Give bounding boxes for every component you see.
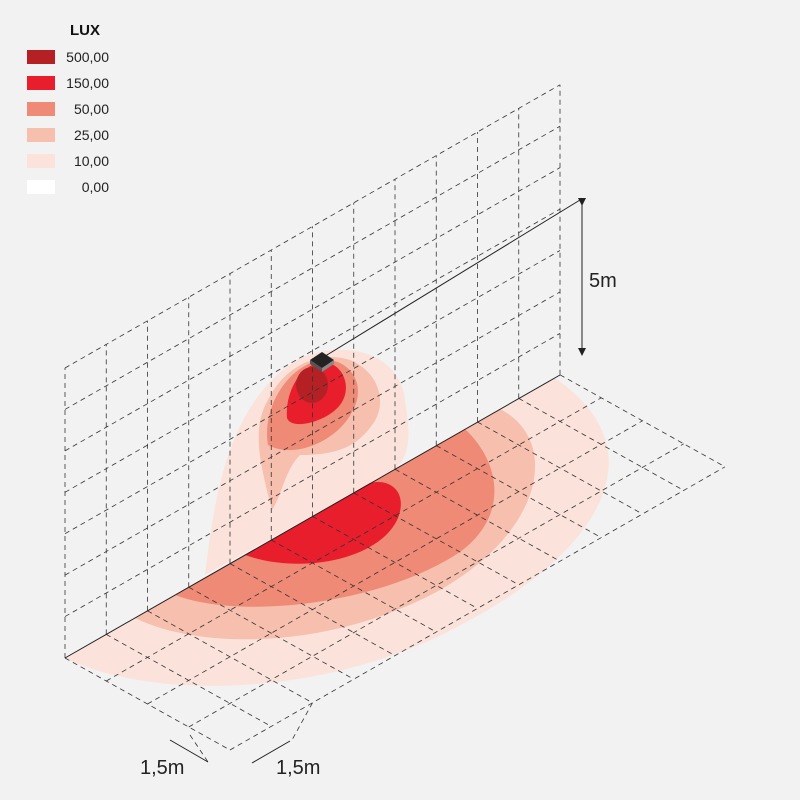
isolux-contours <box>65 349 609 686</box>
spacing-dimension <box>169 739 209 763</box>
extension-line <box>291 702 313 741</box>
extension-line <box>189 734 211 766</box>
legend-label: 500,00 <box>66 49 109 65</box>
height-label: 5m <box>589 270 617 292</box>
legend-swatch <box>27 50 55 64</box>
wall-floor-edge <box>64 374 561 659</box>
legend-label: 150,00 <box>66 75 109 91</box>
legend: 500,00 150,00 50,00 25,00 10,00 0,00 <box>27 49 109 195</box>
legend-label: 0,00 <box>82 179 109 195</box>
spacing-label: 1,5m <box>140 757 184 779</box>
spacing-dimension <box>251 740 291 764</box>
legend-swatch <box>27 154 55 168</box>
legend-swatch <box>27 76 55 90</box>
floor-contour-150 <box>245 481 401 564</box>
legend-label: 10,00 <box>74 153 109 169</box>
legend-title: LUX <box>70 22 100 39</box>
floor-grid-line <box>477 421 643 515</box>
legend-swatch <box>27 128 55 142</box>
spacing-label: 1,5m <box>276 757 320 779</box>
legend-swatch <box>27 102 55 116</box>
floor-grid-line <box>312 516 478 609</box>
floor-grid-line <box>353 492 519 586</box>
floor-grid-line <box>147 610 313 704</box>
grid <box>64 84 726 766</box>
legend-label: 25,00 <box>74 127 109 143</box>
legend-swatch <box>27 180 55 194</box>
wall-contour-500 <box>296 367 328 403</box>
height-reference-line <box>321 199 581 359</box>
fixture <box>310 352 334 372</box>
floor-grid-line <box>188 586 354 680</box>
legend-label: 50,00 <box>74 101 109 117</box>
